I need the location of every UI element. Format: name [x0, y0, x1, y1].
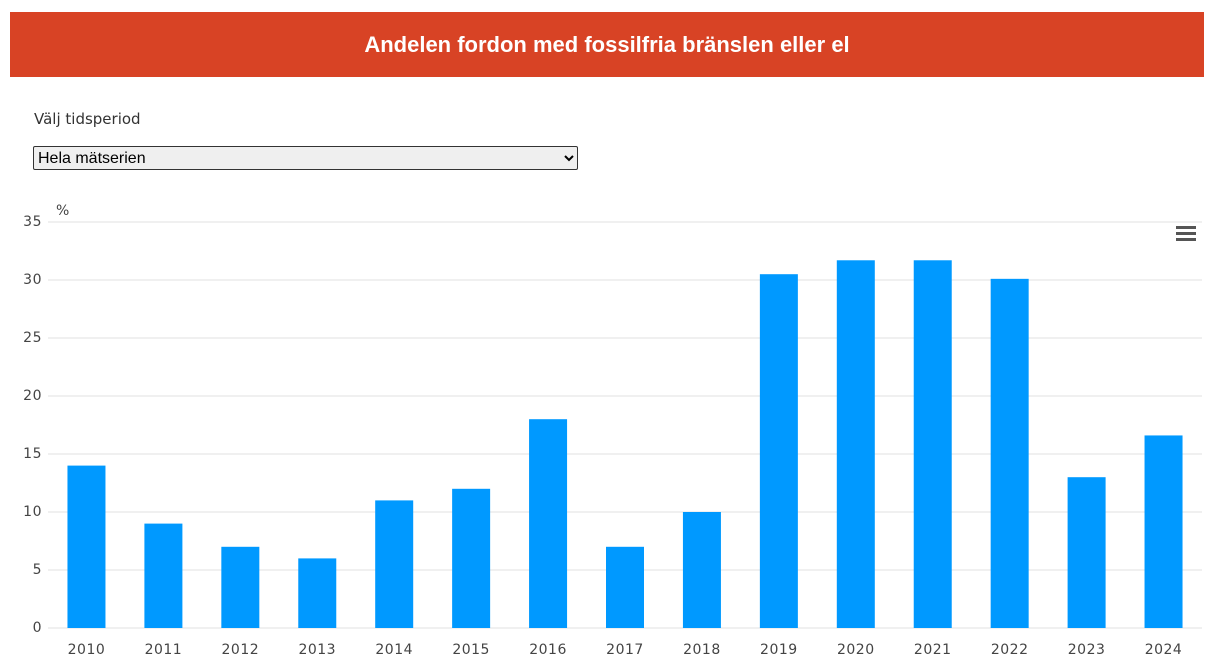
x-tick-label: 2015 — [452, 642, 490, 658]
menu-line — [1176, 232, 1196, 235]
bar — [1144, 435, 1183, 628]
bar — [606, 546, 644, 628]
x-tick-label: 2013 — [298, 642, 336, 658]
bar — [298, 558, 337, 628]
x-tick-label: 2020 — [837, 642, 875, 658]
x-tick-label: 2024 — [1145, 642, 1183, 658]
bar — [682, 512, 721, 628]
x-tick-label: 2014 — [375, 642, 413, 658]
y-tick-label: 5 — [33, 562, 42, 578]
bar — [1067, 477, 1106, 628]
x-tick-label: 2022 — [991, 642, 1029, 658]
bar — [221, 546, 260, 628]
x-tick-label: 2016 — [529, 642, 567, 658]
bar — [759, 274, 798, 628]
bar — [67, 465, 106, 628]
period-label: Välj tidsperiod — [34, 110, 141, 128]
bar — [836, 260, 875, 628]
period-select[interactable]: Hela mätserien — [33, 146, 578, 170]
y-tick-label: 30 — [23, 272, 42, 288]
x-tick-label: 2012 — [222, 642, 260, 658]
menu-line — [1176, 226, 1196, 229]
x-tick-label: 2017 — [606, 642, 644, 658]
menu-icon[interactable] — [1176, 226, 1196, 241]
x-tick-label: 2011 — [145, 642, 183, 658]
y-tick-label: 10 — [23, 504, 42, 520]
bar — [375, 500, 414, 628]
x-tick-label: 2021 — [914, 642, 952, 658]
menu-line — [1176, 238, 1196, 241]
bar — [144, 523, 183, 628]
x-tick-label: 2010 — [68, 642, 106, 658]
x-tick-label: 2018 — [683, 642, 721, 658]
bar — [990, 278, 1029, 628]
header-title: Andelen fordon med fossilfria bränslen e… — [10, 12, 1204, 77]
bar — [452, 488, 491, 628]
y-tick-label: 20 — [23, 388, 42, 404]
bar — [529, 419, 568, 628]
y-tick-label: 15 — [23, 446, 42, 462]
y-axis-label: % — [56, 203, 70, 219]
x-tick-label: 2019 — [760, 642, 798, 658]
bar — [913, 260, 952, 628]
x-tick-label: 2023 — [1068, 642, 1106, 658]
y-tick-label: 35 — [23, 214, 42, 230]
y-tick-label: 0 — [33, 620, 42, 636]
y-tick-label: 25 — [23, 330, 42, 346]
